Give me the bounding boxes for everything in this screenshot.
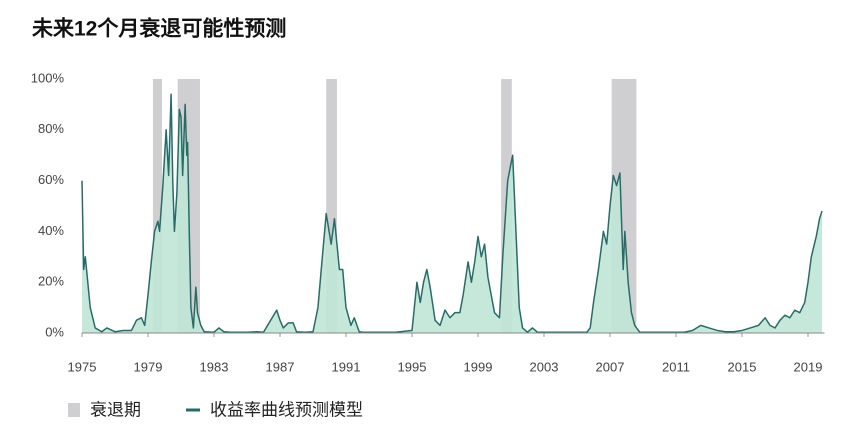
x-tick-label: 1999 <box>464 359 493 374</box>
legend-label: 收益率曲线预测模型 <box>210 400 363 419</box>
x-tick-label: 2019 <box>794 359 823 374</box>
x-tick-label: 1995 <box>398 359 427 374</box>
x-tick-label: 1983 <box>200 359 229 374</box>
y-tick-label: 20% <box>38 274 64 289</box>
recession-band <box>326 79 337 333</box>
y-tick-label: 100% <box>31 70 65 85</box>
x-tick-label: 2007 <box>596 359 625 374</box>
series-line <box>81 93 823 333</box>
x-tick-label: 2003 <box>530 359 559 374</box>
x-tick-label: 1979 <box>134 359 163 374</box>
y-tick-label: 80% <box>38 121 64 136</box>
area-fill <box>82 94 823 334</box>
y-tick-label: 40% <box>38 223 64 238</box>
legend-label: 衰退期 <box>90 400 141 419</box>
x-tick-label: 1991 <box>332 359 361 374</box>
recession-band <box>152 79 163 333</box>
legend-swatch <box>68 403 80 417</box>
x-tick-label: 2015 <box>728 359 757 374</box>
x-tick-label: 2011 <box>662 359 690 374</box>
chart-title: 未来12个月衰退可能性预测 <box>32 17 286 41</box>
x-tick-label: 1987 <box>266 359 295 374</box>
x-tick-label: 1975 <box>68 359 97 374</box>
y-tick-label: 0% <box>45 324 64 339</box>
y-tick-label: 60% <box>38 172 64 187</box>
